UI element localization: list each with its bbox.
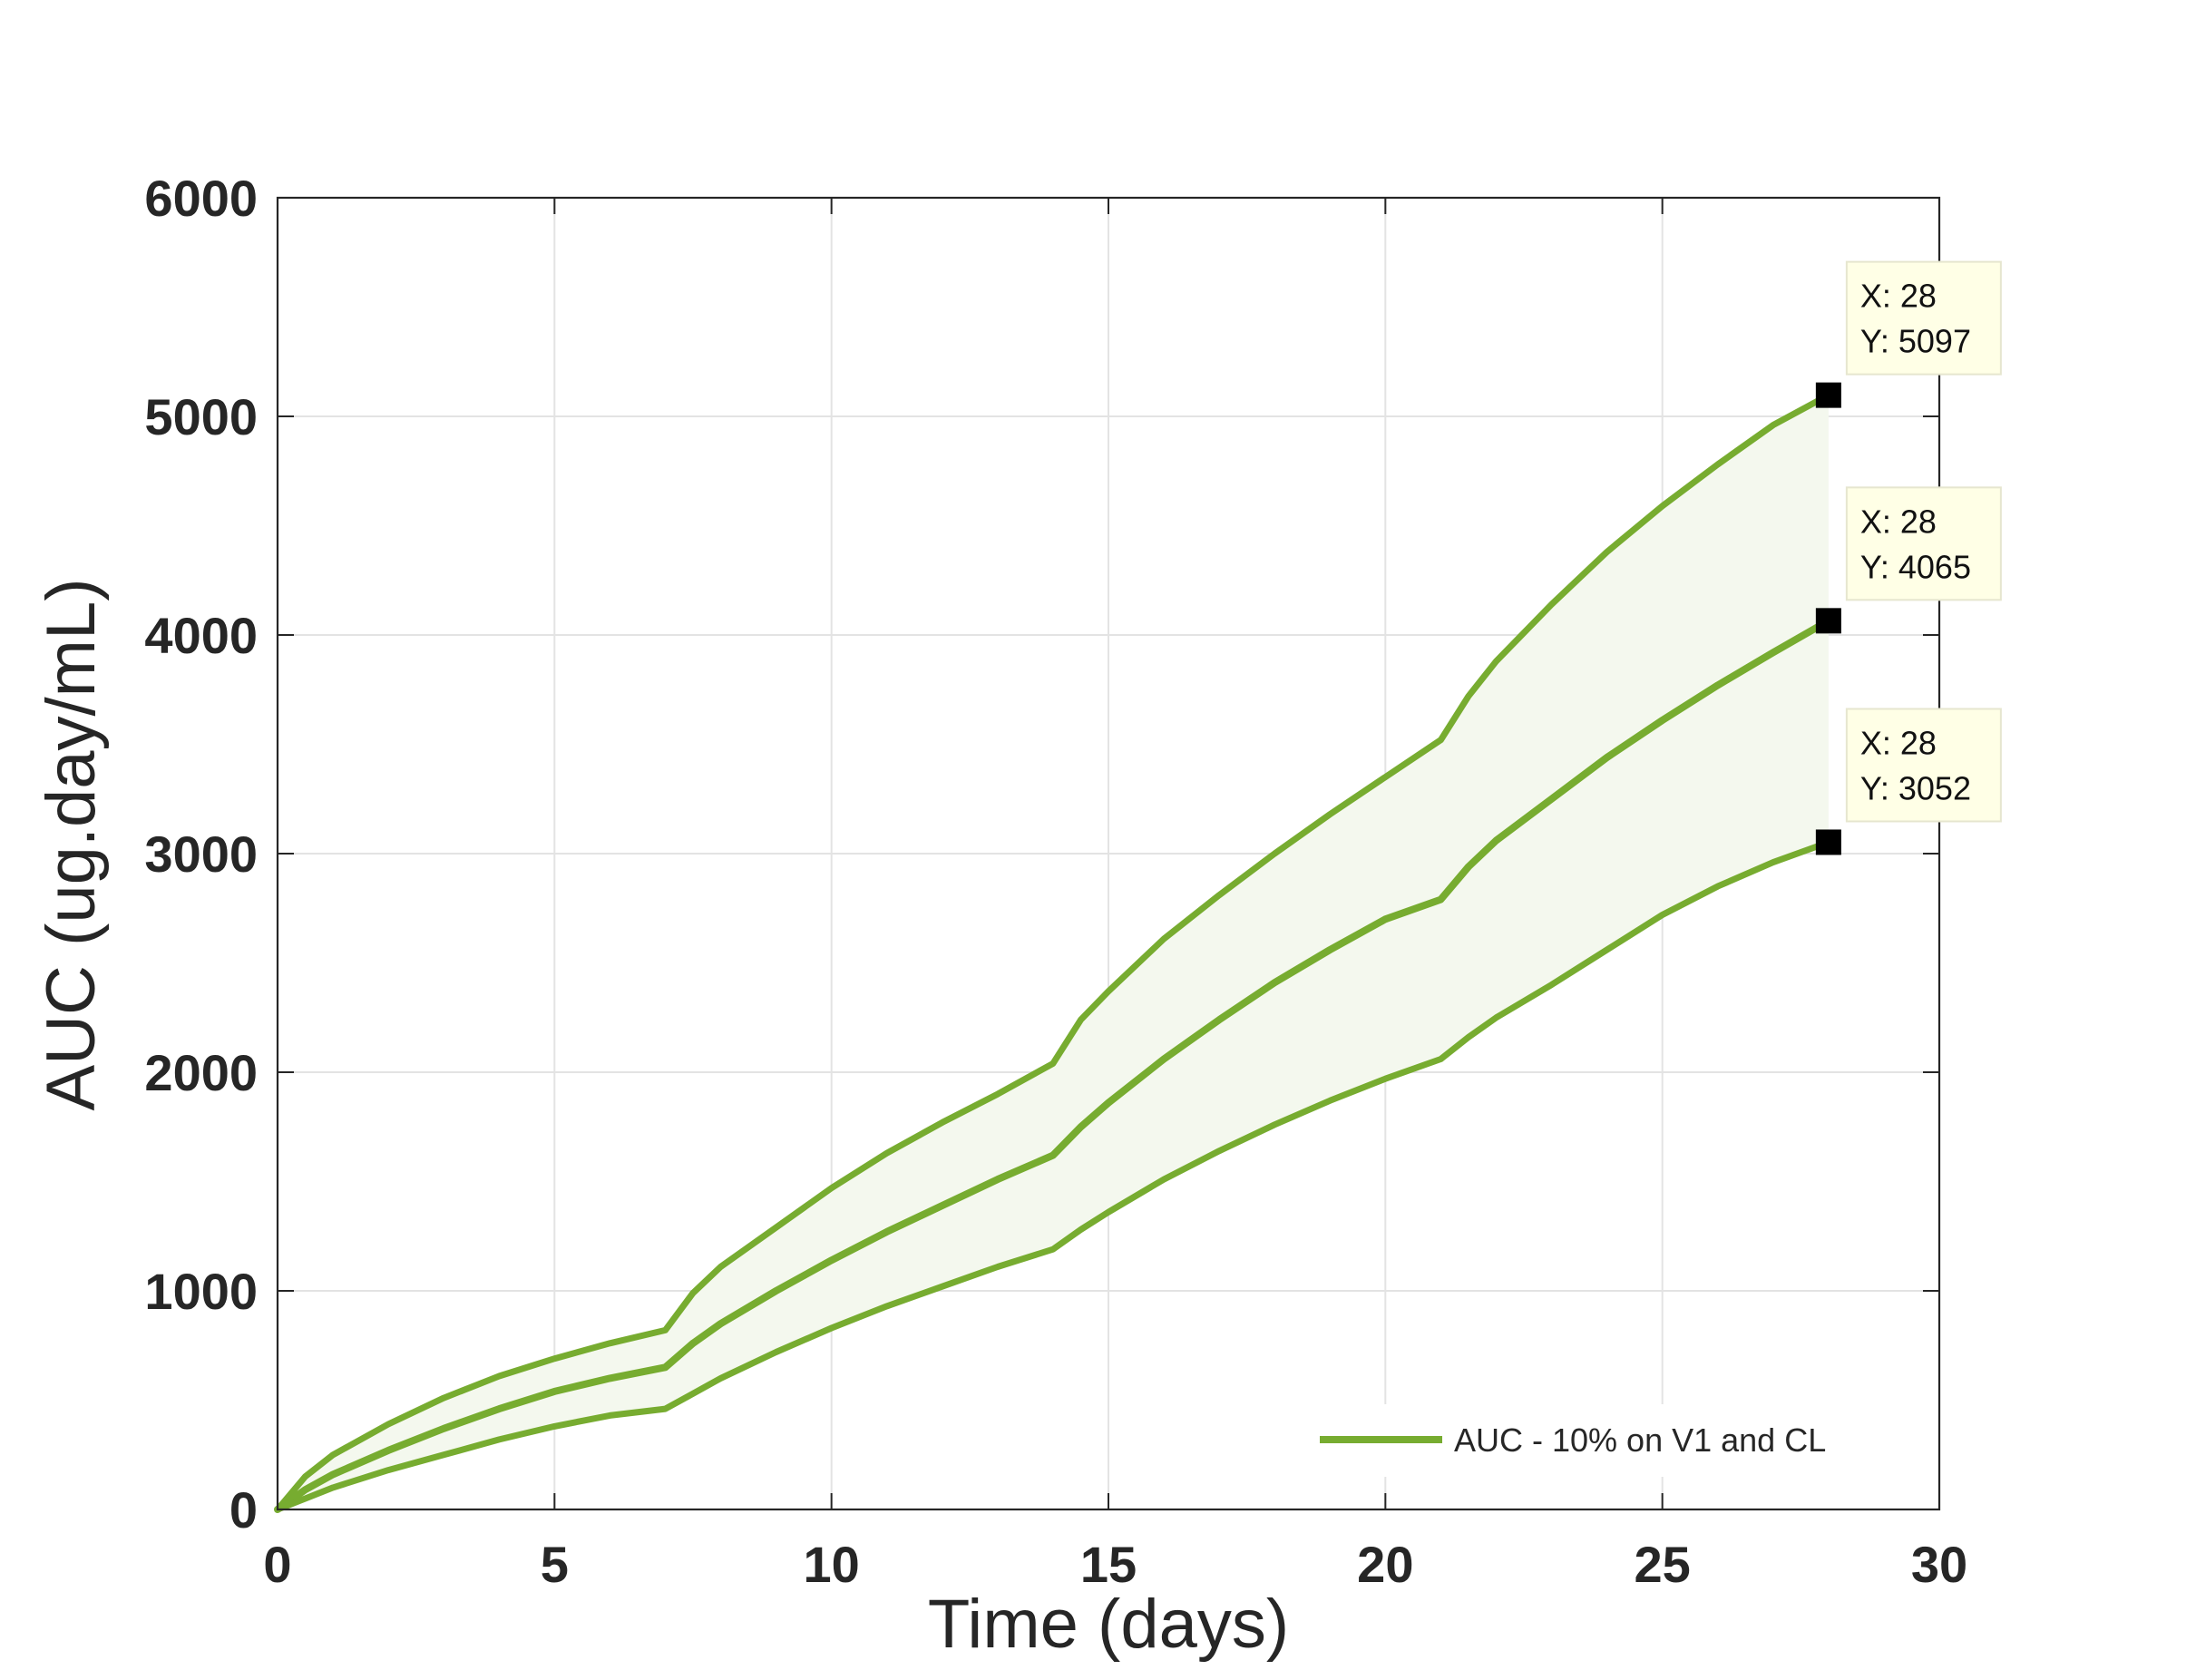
tick-labels: 0 5 10 15 20 25 30 0 1000 2000 3000 4000 5000 6000 xyxy=(144,170,1967,1593)
series-lines xyxy=(274,392,1832,1513)
datatip-marker xyxy=(1815,829,1841,855)
legend: AUC - 10% on V1 and CL xyxy=(1306,1404,1932,1477)
datatip-box xyxy=(1845,486,2002,601)
y-tick-label: 5000 xyxy=(144,388,258,445)
x-tick-label: 20 xyxy=(1357,1536,1413,1593)
series-line-middle xyxy=(274,617,1832,1513)
datatip-box xyxy=(1845,708,2002,823)
datatips: X: 28 Y: 5097 X: 28 Y: 4065 X: 28 Y: 3052 xyxy=(1815,260,2002,855)
datatip-box xyxy=(1845,260,2002,376)
datatip-marker xyxy=(1815,608,1841,634)
y-tick-label: 0 xyxy=(229,1481,258,1538)
x-tick-label: 15 xyxy=(1080,1536,1137,1593)
x-tick-label: 30 xyxy=(1911,1536,1967,1593)
confidence-band xyxy=(278,395,1829,1510)
x-tick-label: 5 xyxy=(541,1536,569,1593)
datatip-marker xyxy=(1815,382,1841,408)
x-tick-label: 25 xyxy=(1635,1536,1691,1593)
y-tick-label: 6000 xyxy=(144,170,258,227)
series-line-lower xyxy=(274,839,1832,1513)
y-tick-label: 3000 xyxy=(144,825,258,883)
datatip-x: X: 28 xyxy=(1860,278,1937,315)
datatip-y: Y: 4065 xyxy=(1860,548,1971,585)
datatip-x: X: 28 xyxy=(1860,503,1937,540)
y-tick-label: 1000 xyxy=(144,1263,258,1320)
datatip-x: X: 28 xyxy=(1860,724,1937,761)
y-axis-title: AUC (ug.day/mL) xyxy=(33,578,110,1110)
datatip-y: Y: 3052 xyxy=(1860,769,1971,806)
y-tick-label: 4000 xyxy=(144,607,258,664)
axis-ticks xyxy=(277,197,1940,1510)
x-tick-label: 0 xyxy=(263,1536,291,1593)
datatip-y: Y: 5097 xyxy=(1860,323,1971,360)
series-line-upper xyxy=(274,392,1832,1513)
x-tick-label: 10 xyxy=(804,1536,860,1593)
x-axis-title: Time (days) xyxy=(928,1586,1289,1663)
y-tick-label: 2000 xyxy=(144,1044,258,1101)
legend-label: AUC - 10% on V1 and CL xyxy=(1454,1421,1826,1459)
